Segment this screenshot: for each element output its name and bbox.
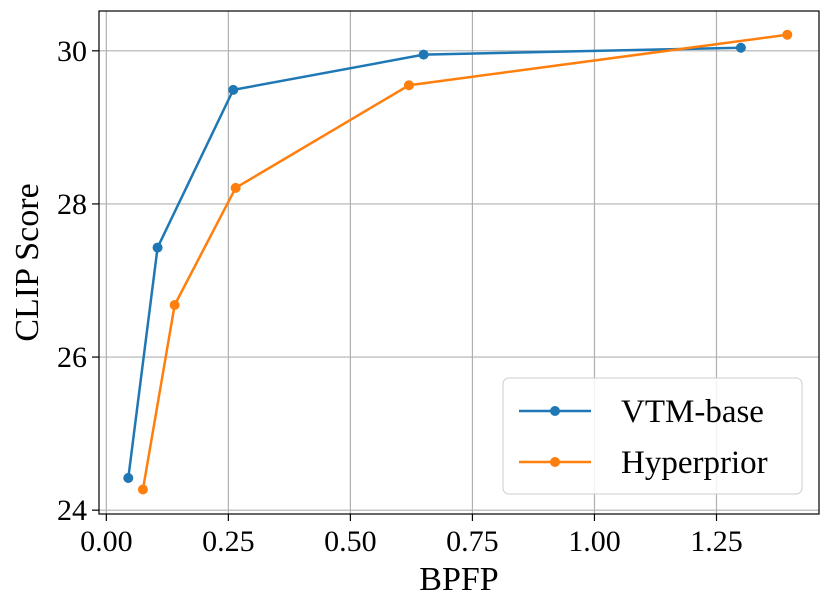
data-point	[152, 242, 163, 253]
grid	[99, 11, 819, 514]
data-point	[169, 299, 180, 310]
legend-label: VTM-base	[621, 394, 764, 430]
series-layer	[123, 29, 793, 495]
ticks: 0.00 0.25 0.50 0.75 1.00 1.25 24 26 28 30	[57, 35, 743, 558]
data-point	[230, 182, 241, 193]
x-axis-label: BPFP	[419, 561, 498, 598]
legend-label: Hyperprior	[621, 445, 768, 481]
legend-box	[502, 377, 803, 495]
legend: VTM-base Hyperprior	[502, 377, 803, 495]
data-point	[735, 42, 746, 53]
x-tick-label: 0.25	[202, 525, 255, 558]
legend-marker	[550, 457, 560, 467]
x-tick-label: 1.00	[568, 525, 621, 558]
legend-marker	[550, 406, 560, 416]
x-tick-label: 1.25	[690, 525, 743, 558]
legend-item: Hyperprior	[519, 445, 768, 481]
y-tick-label: 28	[57, 188, 87, 221]
y-axis-label: CLIP Score	[9, 183, 46, 341]
data-point	[228, 84, 239, 95]
data-point	[123, 473, 134, 484]
y-tick-label: 30	[57, 35, 87, 68]
plot-frame	[98, 10, 820, 515]
series-hyperprior	[137, 29, 793, 495]
x-tick-label: 0.00	[80, 525, 133, 558]
legend-item: VTM-base	[519, 394, 764, 430]
data-point	[782, 29, 793, 40]
y-tick-label: 26	[57, 341, 87, 374]
x-tick-label: 0.50	[324, 525, 377, 558]
data-point	[418, 49, 429, 60]
x-tick-label: 0.75	[446, 525, 499, 558]
data-point	[137, 484, 148, 495]
data-point	[403, 80, 414, 91]
series-vtm-base	[123, 42, 746, 484]
y-tick-label: 24	[57, 494, 87, 527]
